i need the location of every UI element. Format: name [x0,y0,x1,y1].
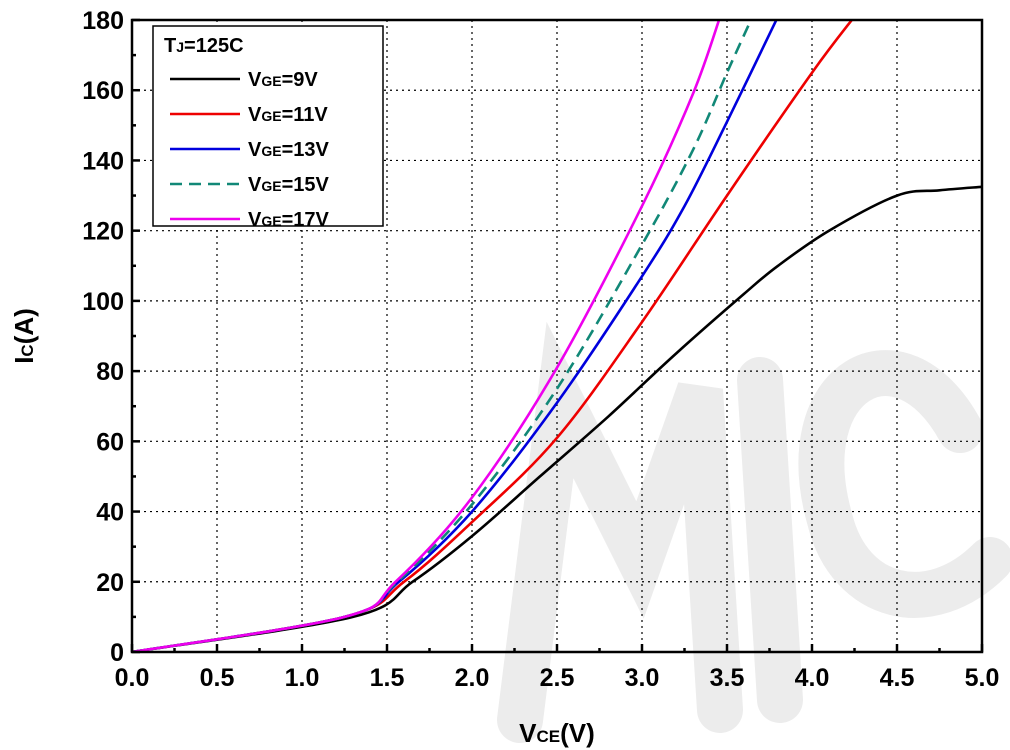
y-axis-title: IC(A) [9,308,39,364]
x-tick-label: 5.0 [965,664,1000,692]
y-tick-label: 80 [96,358,124,386]
legend-label-vge-15v: VGE=15V [248,174,330,196]
x-tick-label: 1.0 [285,664,320,692]
y-tick-labels: 0 20 40 60 80 100 120 140 160 180 [82,7,124,667]
x-tick-label: 3.0 [625,664,660,692]
y-tick-label: 160 [82,77,124,105]
legend-box [152,25,384,227]
watermark [497,321,1010,743]
x-tick-label: 1.5 [370,664,405,692]
y-tick-label: 100 [82,288,124,316]
legend-title: TJ=125C [164,35,244,57]
legend-items: VGE=9V VGE=11V VGE=13V VGE=15V VGE=17V [170,69,330,231]
x-tick-labels: 0.0 0.5 1.0 1.5 2.0 2.5 3.0 3.5 4.0 4.5 5.0 [115,664,1000,692]
y-tick-label: 180 [82,7,124,35]
watermark-stroke [798,350,1010,618]
y-tick-label: 20 [96,569,124,597]
y-tick-label: 120 [82,218,124,246]
ticks [130,18,984,654]
watermark-stroke [497,321,743,743]
x-axis-title: VCE(V) [519,718,595,748]
legend: TJ=125C VGE=9V VGE=11V VGE=13V VGE=15V VGE=1… [152,25,384,231]
watermark-stroke [737,357,803,723]
x-tick-label: 2.5 [540,664,575,692]
x-tick-label: 4.0 [795,664,830,692]
y-tick-label: 40 [96,499,124,527]
series-group [132,20,982,652]
legend-label-vge-13v: VGE=13V [248,139,330,161]
y-tick-label: 60 [96,428,124,456]
legend-label-vge-17v: VGE=17V [248,209,330,231]
series-line-vge-17v [132,20,721,652]
series-line-vge-9v [132,185,982,652]
x-tick-label: 4.5 [880,664,915,692]
x-tick-label: 0.5 [200,664,235,692]
legend-label-vge-11v: VGE=11V [248,104,328,126]
legend-label-vge-9v: VGE=9V [248,69,318,91]
y-tick-label: 140 [82,147,124,175]
x-tick-label: 2.0 [455,664,490,692]
x-tick-label: 0.0 [115,664,150,692]
y-tick-label: 0 [110,639,124,667]
grid [132,20,982,652]
x-tick-label: 3.5 [710,664,745,692]
